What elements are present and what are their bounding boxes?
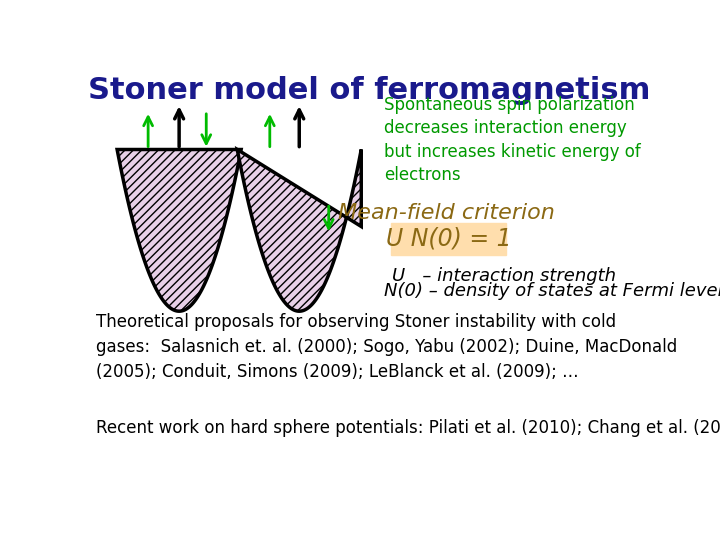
Text: Theoretical proposals for observing Stoner instability with cold
gases:  Salasni: Theoretical proposals for observing Ston…	[96, 313, 678, 381]
Text: U N(0) = 1: U N(0) = 1	[386, 227, 511, 251]
Text: Mean-field criterion: Mean-field criterion	[338, 204, 555, 224]
Text: U   – interaction strength: U – interaction strength	[392, 267, 616, 285]
FancyBboxPatch shape	[391, 222, 506, 255]
Text: N(0) – density of states at Fermi level: N(0) – density of states at Fermi level	[384, 282, 720, 300]
Text: Spontaneous spin polarization
decreases interaction energy
but increases kinetic: Spontaneous spin polarization decreases …	[384, 96, 642, 184]
Polygon shape	[238, 150, 361, 311]
Polygon shape	[117, 150, 241, 311]
Text: Stoner model of ferromagnetism: Stoner model of ferromagnetism	[88, 76, 650, 105]
Text: Recent work on hard sphere potentials: Pilati et al. (2010); Chang et al. (2010): Recent work on hard sphere potentials: P…	[96, 419, 720, 437]
